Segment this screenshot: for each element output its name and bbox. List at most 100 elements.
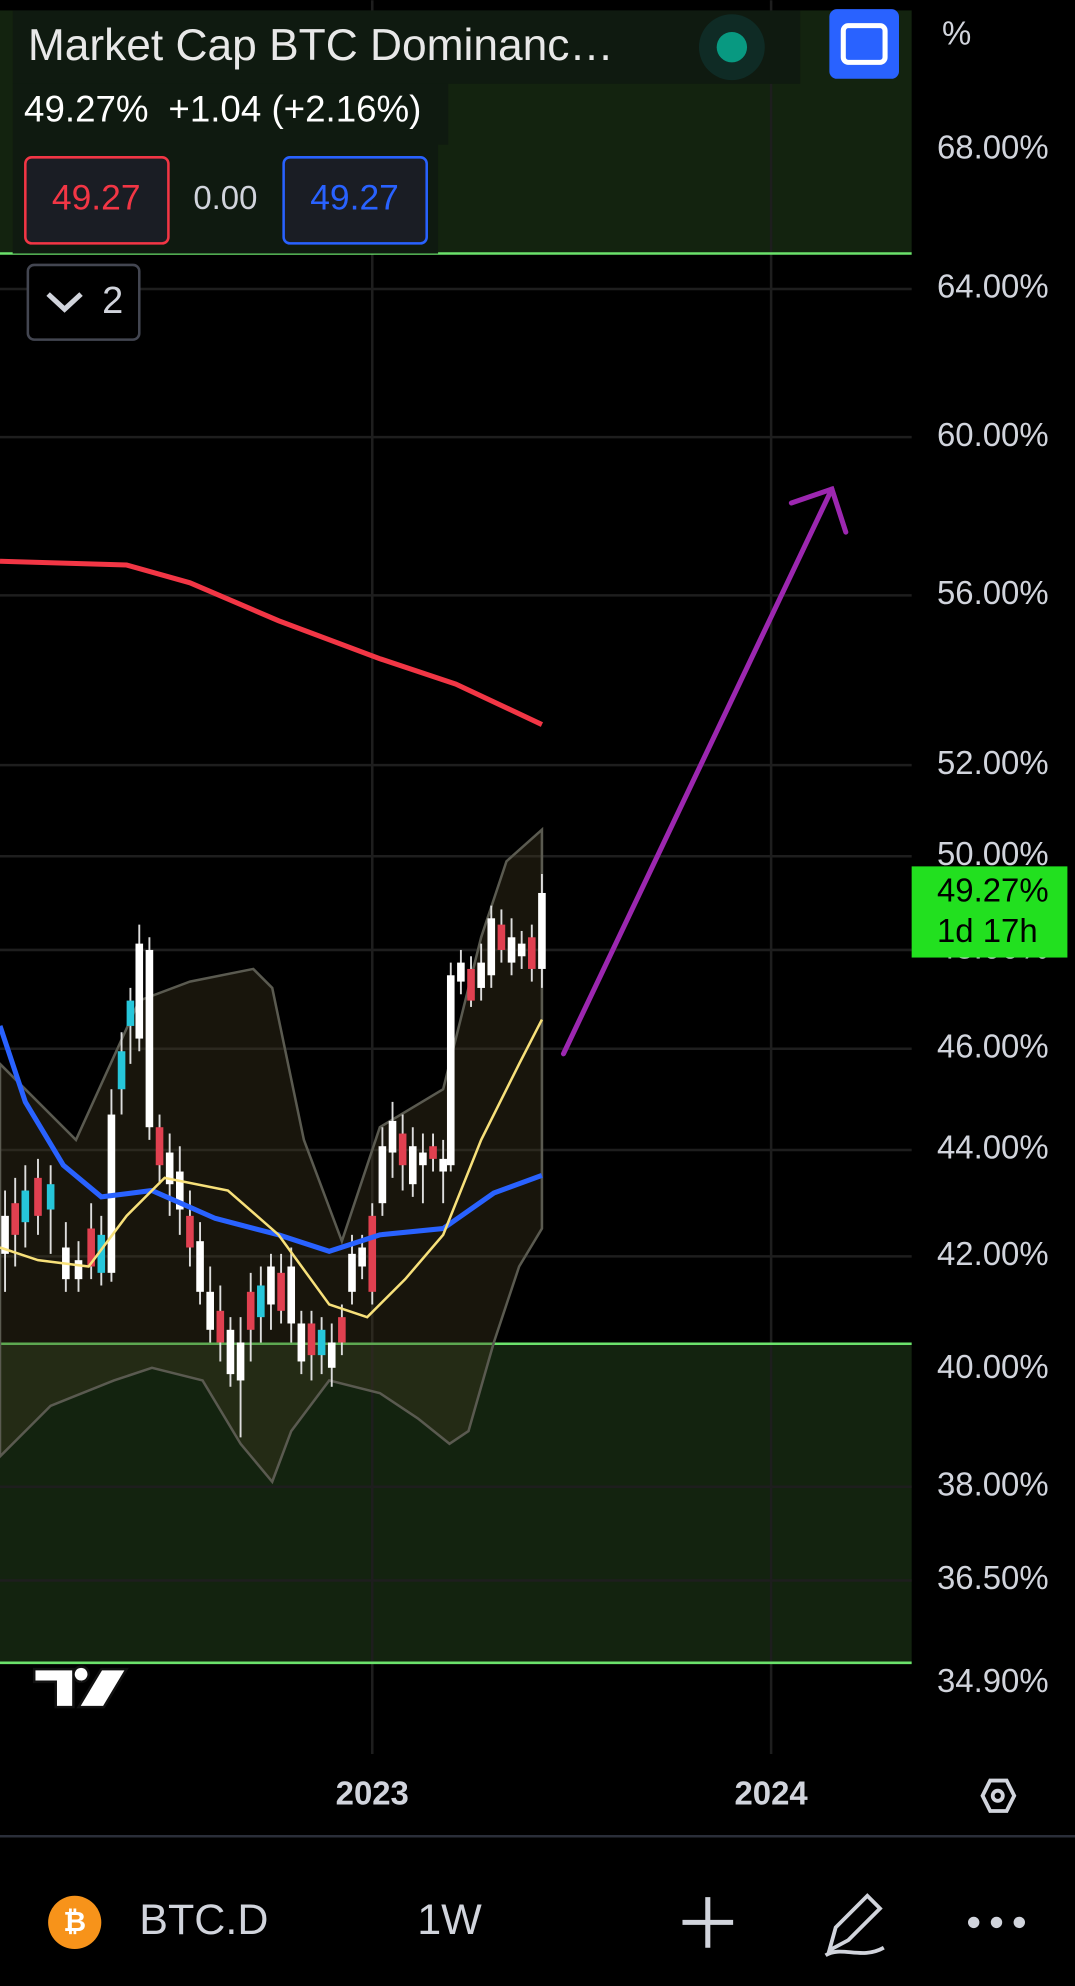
- bollinger-band: [0, 826, 544, 1485]
- candle-body: [145, 949, 154, 1128]
- candle-body: [388, 1120, 397, 1153]
- candle-body: [257, 1285, 265, 1318]
- candle-body: [408, 1146, 417, 1185]
- candle-body: [497, 924, 506, 950]
- candle-body: [507, 937, 516, 963]
- candle-body: [165, 1152, 174, 1185]
- last-price-label: 49.27%: [937, 872, 1049, 909]
- sell-price[interactable]: 49.27: [52, 178, 141, 218]
- price-label: 60.00%: [937, 416, 1049, 453]
- settings-icon: [990, 1788, 1005, 1803]
- candle-body: [378, 1146, 387, 1204]
- candle-body: [226, 1329, 235, 1375]
- candle-body: [277, 1272, 285, 1311]
- candle-body: [1, 1215, 9, 1254]
- candle-body: [87, 1228, 95, 1267]
- settings-button[interactable]: [980, 1778, 1017, 1813]
- price-label: 64.00%: [937, 268, 1049, 305]
- candle-body: [429, 1146, 437, 1159]
- time-label: 2024: [735, 1774, 809, 1811]
- candle-body: [236, 1342, 245, 1381]
- candle-body: [297, 1323, 306, 1362]
- candle-body: [348, 1253, 356, 1292]
- candle-body: [487, 918, 496, 976]
- symbol-title: Market Cap BTC Dominanc…: [28, 21, 614, 70]
- time-axis: 2023 2024: [336, 1774, 1017, 1813]
- draw-button[interactable]: [824, 1893, 885, 1958]
- candle-body: [135, 943, 144, 1039]
- candle-body: [126, 1000, 135, 1026]
- ma-20: [0, 1019, 544, 1319]
- sell-button[interactable]: [24, 156, 170, 245]
- buy-price[interactable]: 49.27: [310, 178, 399, 218]
- price-change: +1.04 (+2.16%): [168, 88, 421, 129]
- arrow-drawing: [560, 485, 849, 1057]
- candle-body: [206, 1291, 214, 1330]
- ma-200: [0, 558, 544, 727]
- price-label: 40.00%: [937, 1348, 1049, 1385]
- title-box: [12, 10, 801, 84]
- candle-body: [538, 892, 546, 969]
- chevron-icon: [46, 292, 83, 313]
- bar-countdown: 1d 17h: [937, 912, 1038, 949]
- time-label: 2023: [336, 1774, 409, 1811]
- candle-body: [419, 1152, 427, 1166]
- zone-bottom: [0, 1342, 912, 1663]
- candle-body: [467, 968, 475, 1001]
- price-axis: % 68.00% 64.00% 60.00% 56.00% 52.00% 50.…: [911, 14, 1068, 1699]
- candle-body: [528, 937, 536, 969]
- candle-body: [477, 962, 485, 988]
- indicators-count[interactable]: 2: [102, 280, 123, 322]
- candle-body: [196, 1241, 204, 1292]
- candle-body: [439, 1158, 447, 1172]
- symbol-button[interactable]: BTC.D: [139, 1896, 268, 1944]
- candle-body: [246, 1291, 255, 1330]
- fullscreen-button[interactable]: [829, 9, 899, 79]
- price-label: 38.00%: [937, 1466, 1049, 1503]
- candle-body: [216, 1310, 225, 1343]
- price-label: 52.00%: [937, 744, 1049, 781]
- price-label: 46.00%: [937, 1027, 1049, 1064]
- candle-body: [176, 1171, 184, 1210]
- indicators-toggle[interactable]: [26, 263, 141, 341]
- candle-body: [21, 1190, 30, 1223]
- candle-body: [317, 1329, 326, 1356]
- candle-body: [97, 1234, 106, 1273]
- market-status: [716, 31, 748, 63]
- candle-body: [11, 1203, 19, 1235]
- candle-body: [186, 1215, 194, 1248]
- candle-body: [117, 1051, 126, 1090]
- coin-glyph: ₿: [63, 1906, 86, 1937]
- candle-body: [368, 1215, 377, 1292]
- candle-body: [327, 1342, 336, 1368]
- buy-button[interactable]: [282, 156, 428, 245]
- candle-body: [34, 1177, 42, 1216]
- price-label: 50.00%: [937, 835, 1049, 872]
- price-box: [12, 83, 449, 145]
- last-price-tag: [911, 866, 1068, 958]
- candle-body: [358, 1247, 366, 1267]
- grid: [0, 0, 912, 1754]
- bottom-toolbar: ₿ BTC.D 1W: [48, 1893, 1025, 1958]
- legend: Market Cap BTC Dominanc… 49.27% +1.04 (+…: [12, 9, 899, 341]
- candle-body: [155, 1127, 164, 1166]
- candle-body: [74, 1260, 83, 1280]
- price-label: 34.90%: [937, 1662, 1049, 1699]
- candle-body: [307, 1323, 316, 1356]
- last-price: 49.27%: [24, 88, 148, 129]
- tv-logo: [32, 1665, 129, 1709]
- spread: 0.00: [193, 179, 257, 216]
- price-label: 68.00%: [937, 128, 1049, 165]
- candle-body: [517, 943, 526, 957]
- add-button[interactable]: [682, 1897, 734, 1948]
- axis-unit: %: [942, 14, 971, 51]
- interval-button[interactable]: 1W: [417, 1896, 482, 1944]
- price-label: 56.00%: [937, 574, 1049, 611]
- candle-body: [267, 1266, 275, 1305]
- candle-body: [46, 1184, 55, 1210]
- ma-50: [0, 1025, 543, 1254]
- candle-body: [457, 962, 465, 982]
- more-button[interactable]: [968, 1916, 1025, 1929]
